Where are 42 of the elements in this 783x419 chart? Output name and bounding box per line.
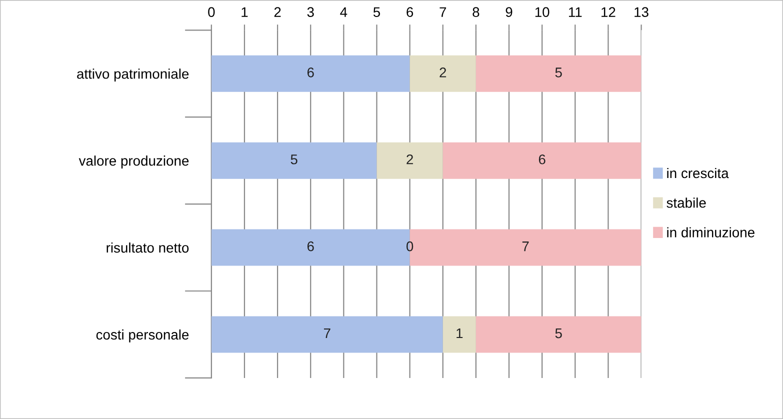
data-label: 5 (555, 68, 562, 78)
data-label: 6 (307, 241, 314, 252)
bar (476, 316, 642, 353)
x-tick-label: 1 (242, 7, 248, 17)
data-label: 2 (406, 154, 413, 164)
x-tick-label: 12 (602, 7, 616, 17)
data-label: 5 (290, 154, 298, 164)
y-tick-label: costi personale (96, 329, 189, 342)
bar (410, 55, 476, 92)
y-tick-label: attivo patrimoniale (77, 68, 189, 82)
bar (442, 316, 476, 353)
data-label: 7 (324, 328, 330, 338)
x-tick-label: 4 (340, 7, 348, 17)
x-tick-label: 7 (440, 7, 446, 17)
x-tick-label: 2 (274, 7, 281, 17)
data-label: 1 (456, 328, 463, 338)
legend-label: in crescita (667, 168, 729, 178)
x-tick-label: 5 (373, 7, 380, 18)
bar (376, 142, 443, 179)
bar (476, 55, 642, 92)
data-label: 5 (555, 328, 562, 338)
bar (211, 55, 410, 92)
data-label: 7 (522, 242, 529, 252)
x-tick-label: 6 (406, 7, 414, 18)
data-label: 6 (307, 68, 314, 78)
data-label: 2 (440, 68, 446, 78)
x-tick-label: 9 (506, 7, 512, 18)
x-tick-label: 11 (568, 7, 582, 17)
legend-label: stabile (666, 198, 706, 208)
bar (211, 316, 443, 353)
x-tick-label: 8 (472, 7, 480, 18)
annotation: 0 (406, 241, 414, 252)
data-label: 6 (538, 154, 546, 164)
legend-label: in diminuzione (667, 227, 754, 238)
x-tick-label: 3 (307, 7, 314, 18)
x-tick-label: 10 (535, 7, 550, 18)
bar (442, 142, 642, 179)
x-tick-label: 13 (634, 7, 648, 18)
bar (211, 142, 377, 179)
y-tick-label: risultato netto (106, 242, 189, 253)
y-tick-label: valore produzione (78, 156, 189, 168)
x-tick-label: 0 (208, 7, 215, 18)
